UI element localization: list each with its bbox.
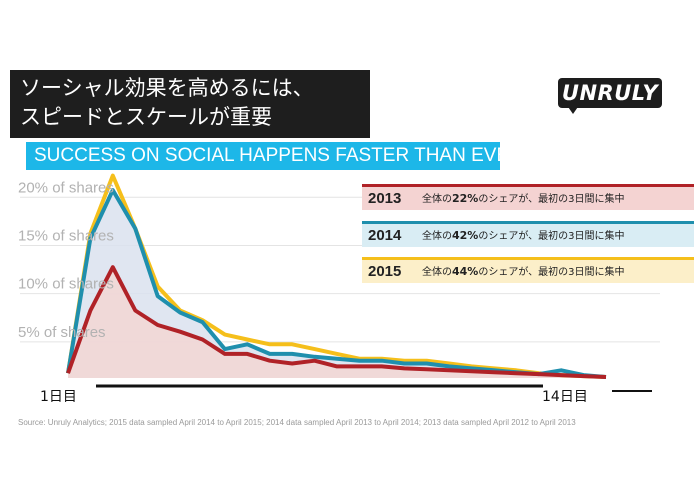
y-tick-label: 10% of shares	[18, 276, 114, 293]
legend-pct: 22%	[452, 192, 479, 205]
japanese-headline: ソーシャル効果を高めるには、 スピードとスケールが重要	[10, 70, 370, 138]
japanese-headline-line-2: スピードとスケールが重要	[20, 105, 272, 129]
legend-row-2013: 2013 全体の22%のシェアが、最初の3日間に集中	[362, 184, 694, 210]
legend-text: 全体の22%のシェアが、最初の3日間に集中	[422, 187, 625, 212]
legend-year: 2015	[368, 263, 402, 280]
x-tick-end: 14日目	[542, 389, 588, 405]
series-area-2013	[68, 267, 606, 378]
y-tick-label: 5% of shares	[18, 324, 106, 341]
legend-year: 2014	[368, 227, 402, 244]
legend-text-after: のシェアが、最初の3日間に集中	[478, 231, 625, 242]
series-areas	[68, 190, 606, 378]
legend-text: 全体の42%のシェアが、最初の3日間に集中	[422, 224, 625, 249]
source-note: Source: Unruly Analytics; 2015 data samp…	[18, 418, 576, 427]
japanese-headline-line-1: ソーシャル効果を高めるには、	[20, 76, 314, 100]
series-lines	[66, 173, 607, 379]
logo-speech-tail	[566, 104, 580, 114]
legend-pct: 44%	[452, 265, 479, 278]
y-tick-labels: 20% of shares 15% of shares 10% of shares 5…	[18, 179, 114, 341]
y-tick-label: 20% of shares	[18, 179, 114, 196]
legend-row-2014: 2014 全体の42%のシェアが、最初の3日間に集中	[362, 221, 694, 247]
legend-text: 全体の44%のシェアが、最初の3日間に集中	[422, 260, 625, 285]
legend-text-after: のシェアが、最初の3日間に集中	[478, 267, 625, 278]
legend-text-before: 全体の	[422, 231, 452, 242]
legend-text-before: 全体の	[422, 194, 452, 205]
unruly-logo: UNRULY	[558, 78, 662, 108]
legend-pct: 42%	[452, 229, 479, 242]
legend-text-after: のシェアが、最初の3日間に集中	[478, 194, 625, 205]
english-headline: SUCCESS ON SOCIAL HAPPENS FASTER THAN EV…	[26, 142, 523, 170]
series-line-2013	[66, 265, 607, 379]
series-area-2014	[68, 190, 606, 378]
x-tick-start: 1日目	[40, 389, 77, 405]
y-tick-label: 15% of shares	[18, 227, 114, 244]
legend-year: 2013	[368, 190, 402, 207]
legend-text-before: 全体の	[422, 267, 452, 278]
legend-row-2015: 2015 全体の44%のシェアが、最初の3日間に集中	[362, 257, 694, 283]
